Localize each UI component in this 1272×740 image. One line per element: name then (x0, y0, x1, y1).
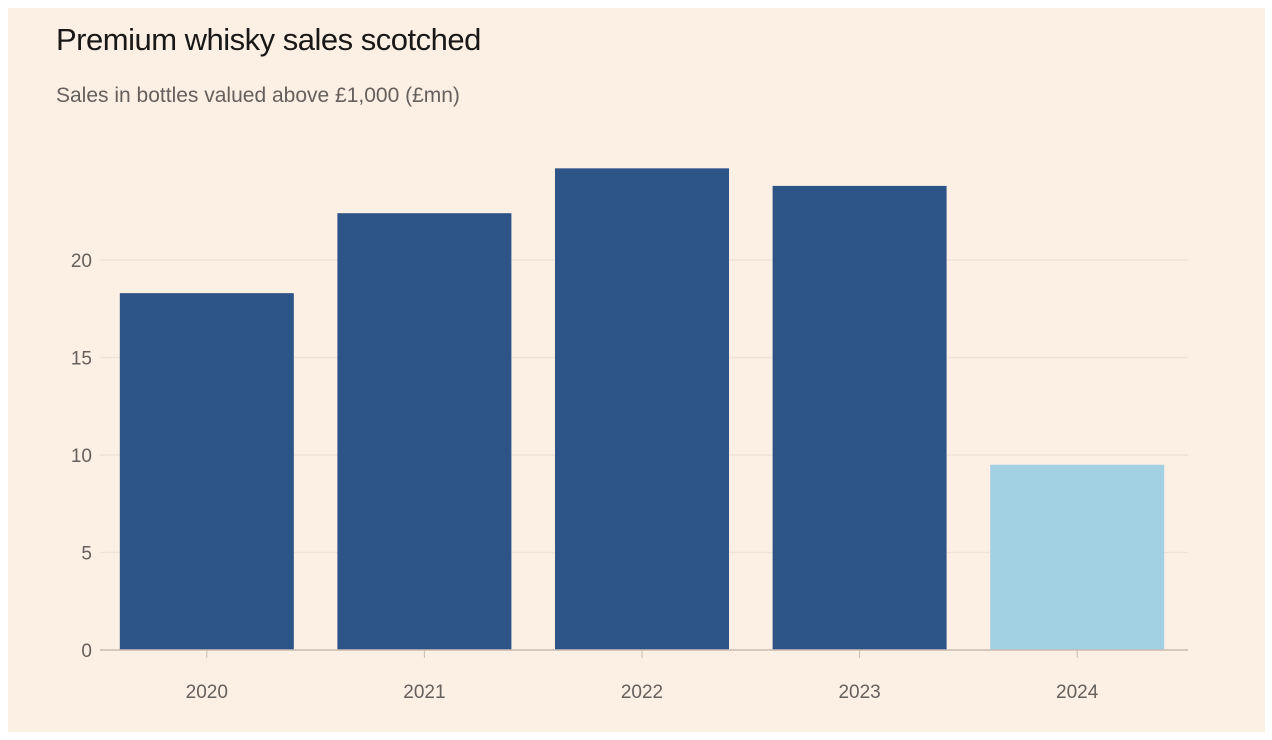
y-tick-label: 10 (71, 446, 92, 467)
x-tick-label: 2021 (403, 682, 445, 703)
y-tick-label: 20 (71, 251, 92, 272)
chart-subtitle: Sales in bottles valued above £1,000 (£m… (56, 84, 460, 107)
x-tick-label: 2023 (838, 682, 880, 703)
x-tick-label: 2022 (621, 682, 663, 703)
x-tick-label: 2024 (1056, 682, 1099, 703)
bar-2023 (772, 185, 947, 650)
y-tick-label: 15 (71, 349, 92, 370)
bar-2020 (119, 293, 294, 650)
y-tick-label: 0 (81, 641, 92, 662)
bar-2022 (555, 168, 729, 650)
y-tick-label: 5 (81, 544, 92, 565)
bar-2024 (990, 464, 1165, 650)
bar-2021 (337, 213, 512, 650)
chart-title: Premium whisky sales scotched (56, 22, 481, 57)
x-tick-label: 2020 (186, 682, 228, 703)
